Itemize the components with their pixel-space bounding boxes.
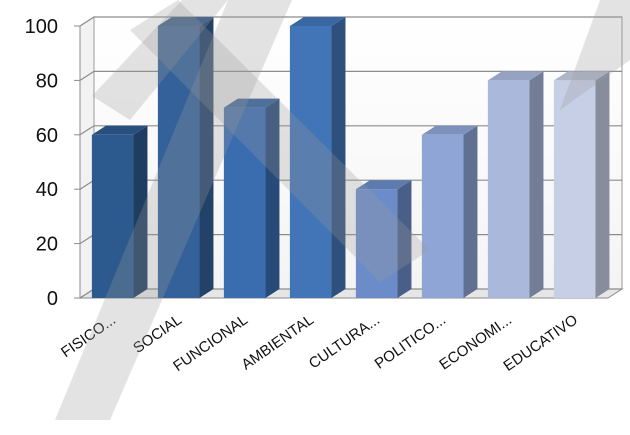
bar-side [595, 71, 610, 299]
bar-top [223, 98, 280, 108]
watermark-band [560, 0, 630, 110]
x-tick-label: POLITICO... [372, 311, 449, 372]
bar [553, 71, 610, 299]
y-tick-label: 40 [36, 179, 58, 201]
x-tick-label: FUNCIONAL [170, 311, 251, 375]
bar-side [529, 71, 544, 299]
bar-side [133, 125, 148, 298]
bar-top [355, 180, 412, 190]
bar [289, 17, 346, 298]
bar-top [487, 71, 544, 81]
bar-front [421, 134, 464, 298]
watermark-band [92, 0, 228, 120]
bar-front [289, 26, 332, 298]
bar [157, 17, 214, 298]
bar-side [463, 125, 478, 298]
y-tick-label: 60 [36, 125, 58, 147]
bar-top [553, 71, 610, 81]
y-tick-label: 80 [36, 70, 58, 92]
y-axis: 0 20 40 60 80 100 [25, 16, 81, 310]
bar-front [553, 80, 596, 299]
bar-side [397, 180, 412, 298]
bar [355, 180, 412, 298]
bar [91, 125, 148, 298]
x-tick-label: AMBIENTAL [238, 311, 316, 373]
bar-top [91, 125, 148, 135]
bar-top [289, 17, 346, 26]
bar-front [355, 189, 398, 298]
gridline [79, 70, 622, 81]
watermark-band [130, 0, 430, 282]
bar-side [199, 17, 214, 298]
x-tick-label: EDUCATIVO [500, 311, 581, 374]
bar-front [487, 80, 530, 299]
x-tick-label: CULTURA... [306, 311, 383, 372]
y-tick-label: 0 [47, 288, 58, 310]
y-tick-label: 100 [25, 16, 58, 38]
y-tick-label: 20 [36, 234, 58, 256]
watermark-band [55, 0, 292, 420]
bar-top [157, 17, 214, 26]
bar [487, 71, 544, 299]
bar [223, 98, 280, 298]
watermark [55, 0, 630, 420]
bar-front [223, 107, 266, 298]
bar-side [265, 98, 280, 298]
bar-side [331, 17, 346, 298]
bar [421, 125, 478, 298]
bar-top [421, 125, 478, 135]
bar-front [91, 134, 134, 298]
gridline [79, 16, 622, 27]
bar-front [157, 26, 200, 298]
bar-series [91, 17, 610, 299]
